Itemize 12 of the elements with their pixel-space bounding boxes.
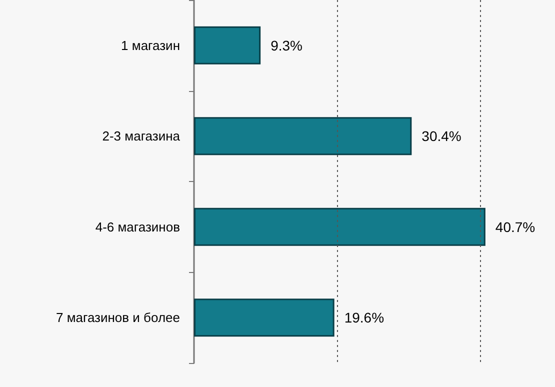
bar	[194, 298, 334, 337]
y-tick-label: 4-6 магазинов	[95, 219, 180, 234]
bar	[194, 117, 412, 156]
bar	[194, 208, 486, 246]
y-tick-label: 7 магазинов и более	[56, 310, 180, 326]
data-label: 9.3%	[270, 37, 303, 54]
y-tick-label: 2-3 магазина	[102, 128, 181, 144]
y-tick-label: 1 магазин	[121, 38, 180, 53]
data-label: 40.7%	[495, 218, 536, 235]
data-label: 19.6%	[344, 310, 384, 326]
bar	[194, 26, 261, 64]
data-label: 30.4%	[422, 128, 462, 144]
